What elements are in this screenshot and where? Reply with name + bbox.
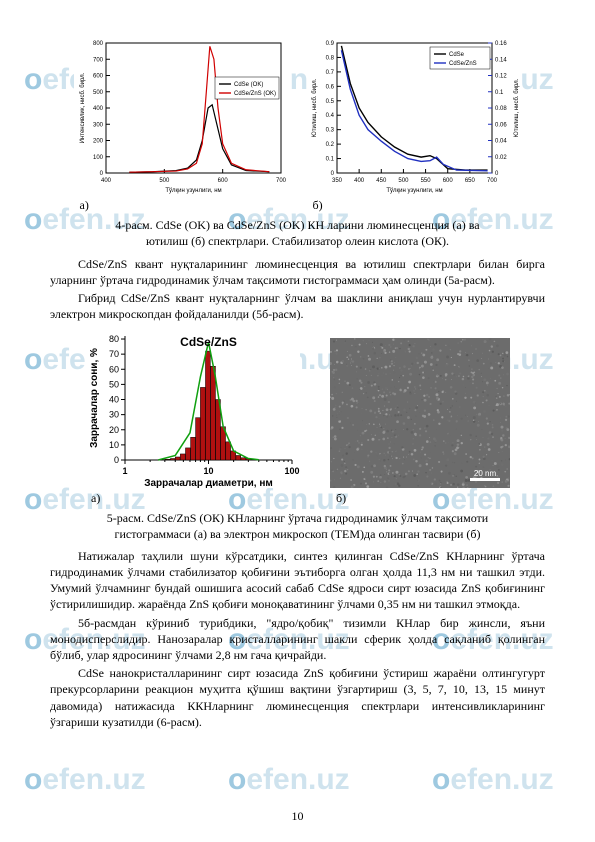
svg-text:700: 700 — [92, 57, 103, 63]
figure-5a: 0 10 20 30 40 50 60 70 80 1 10 100 Заррачалар диамет… — [85, 328, 300, 506]
figure-5-caption: 5-расм. CdSe/ZnS (ОК) КНларнинг ўртача г… — [50, 510, 545, 542]
chart-5a-histogram: 0 10 20 30 40 50 60 70 80 1 10 100 Заррачалар диамет… — [85, 328, 300, 488]
svg-text:400: 400 — [100, 178, 111, 184]
svg-text:0.04: 0.04 — [495, 139, 507, 145]
svg-text:CdSe/ZnS (OK): CdSe/ZnS (OK) — [234, 91, 276, 97]
svg-text:Тўлқин узунлиги, нм: Тўлқин узунлиги, нм — [165, 187, 221, 194]
svg-text:0.12: 0.12 — [495, 74, 507, 80]
page-number: 10 — [0, 808, 595, 824]
svg-text:0.9: 0.9 — [325, 41, 334, 47]
svg-text:0: 0 — [99, 171, 103, 177]
svg-text:500: 500 — [159, 178, 170, 184]
svg-text:Ютилиш, нисб. бирл.: Ютилиш, нисб. бирл. — [514, 78, 520, 137]
svg-text:0: 0 — [330, 171, 334, 177]
svg-text:0.7: 0.7 — [325, 70, 334, 76]
svg-text:0.02: 0.02 — [495, 155, 507, 161]
svg-text:300: 300 — [92, 122, 103, 128]
svg-text:10: 10 — [203, 466, 213, 476]
svg-text:0.4: 0.4 — [325, 113, 334, 119]
paragraph-2: Гибрид CdSe/ZnS квант нуқталарнинг ўлчам… — [50, 290, 545, 322]
svg-text:Заррачалар сони, %: Заррачалар сони, % — [89, 348, 100, 448]
svg-text:0.3: 0.3 — [325, 128, 334, 134]
svg-text:CdSe (OK): CdSe (OK) — [234, 82, 263, 88]
svg-text:700: 700 — [275, 178, 286, 184]
svg-text:20: 20 — [109, 425, 119, 435]
svg-text:200: 200 — [92, 139, 103, 145]
paragraph-3: Натижалар таҳлили шуни кўрсатдики, синте… — [50, 548, 545, 613]
svg-text:20 nm: 20 nm — [474, 469, 497, 478]
figure-4a: 400 500 600 700 0 100 200 300 400 500 600 700 800 Тўл… — [74, 35, 289, 213]
svg-text:0: 0 — [114, 455, 119, 465]
svg-text:800: 800 — [92, 41, 103, 47]
svg-text:10: 10 — [109, 440, 119, 450]
svg-text:0.5: 0.5 — [325, 99, 334, 105]
svg-text:100: 100 — [284, 466, 299, 476]
svg-text:0.8: 0.8 — [325, 55, 334, 61]
svg-text:0.1: 0.1 — [495, 90, 504, 96]
svg-text:30: 30 — [109, 410, 119, 420]
figure-4a-label: а) — [74, 197, 89, 213]
svg-text:Заррачалар диаметри, нм: Заррачалар диаметри, нм — [144, 478, 273, 488]
svg-text:0.6: 0.6 — [325, 84, 334, 90]
svg-text:CdSe/ZnS: CdSe/ZnS — [449, 61, 477, 67]
figure-4b-label: б) — [307, 197, 323, 213]
figure-5b: 20 nm б) — [330, 338, 510, 506]
svg-text:Ютилиш, нисб. бирл.: Ютилиш, нисб. бирл. — [312, 78, 318, 137]
svg-text:600: 600 — [442, 178, 453, 184]
svg-text:500: 500 — [92, 90, 103, 96]
figure-5-row: 0 10 20 30 40 50 60 70 80 1 10 100 Заррачалар диамет… — [50, 328, 545, 506]
svg-text:500: 500 — [398, 178, 409, 184]
svg-text:60: 60 — [109, 365, 119, 375]
paragraph-4: 5б-расмдан кўриниб турибдики, "ядро/қоби… — [50, 615, 545, 664]
figure-4-caption: 4-расм. CdSe (OK) ва CdSe/ZnS (OK) КН ла… — [50, 217, 545, 249]
svg-text:0.14: 0.14 — [495, 57, 507, 63]
svg-text:700: 700 — [486, 178, 497, 184]
watermark: oefen.uz — [24, 760, 146, 801]
svg-text:600: 600 — [92, 74, 103, 80]
figure-4-row: 4005006007000100200300400500600700800Тўл… — [50, 35, 545, 213]
figure-4-caption-line1: 4-расм. CdSe (OK) ва CdSe/ZnS (OK) КН ла… — [115, 218, 479, 232]
svg-text:450: 450 — [376, 178, 387, 184]
svg-text:0.2: 0.2 — [325, 142, 334, 148]
figure-4b: 35040045050055060065070000.10.20.30.40.5… — [307, 35, 522, 213]
svg-text:1: 1 — [122, 466, 127, 476]
svg-text:Интенсивлик, нисб. бирл.: Интенсивлик, нисб. бирл. — [80, 72, 86, 143]
svg-text:0.06: 0.06 — [495, 122, 507, 128]
figure-5-caption-line2: гистограммаси (а) ва электрон микроскоп … — [115, 527, 481, 541]
paragraph-5: CdSe нанокристалларининг сирт юзасида Zn… — [50, 665, 545, 730]
svg-text:40: 40 — [109, 395, 119, 405]
figure-5a-label: а) — [85, 490, 100, 506]
svg-text:50: 50 — [109, 380, 119, 390]
svg-text:0.16: 0.16 — [495, 41, 507, 47]
svg-text:650: 650 — [464, 178, 475, 184]
chart-4b-absorption: 35040045050055060065070000.10.20.30.40.5… — [307, 35, 522, 195]
svg-text:Тўлқин узунлиги, нм: Тўлқин узунлиги, нм — [386, 187, 442, 194]
tem-image-5b: 20 nm — [330, 338, 510, 488]
svg-text:70: 70 — [109, 349, 119, 359]
svg-text:350: 350 — [331, 178, 342, 184]
svg-text:100: 100 — [92, 155, 103, 161]
svg-text:550: 550 — [420, 178, 431, 184]
svg-text:600: 600 — [217, 178, 228, 184]
watermark: oefen.uz — [228, 760, 350, 801]
svg-text:80: 80 — [109, 334, 119, 344]
watermark: oefen.uz — [432, 760, 554, 801]
svg-text:0.1: 0.1 — [325, 157, 334, 163]
svg-text:400: 400 — [92, 106, 103, 112]
paragraph-1: CdSe/ZnS квант нуқталарининг люминесценц… — [50, 256, 545, 288]
svg-text:400: 400 — [354, 178, 365, 184]
chart-4a-luminescence: 400 500 600 700 0 100 200 300 400 500 600 700 800 Тўл… — [74, 35, 289, 195]
svg-text:0.08: 0.08 — [495, 106, 507, 112]
svg-text:CdSe: CdSe — [449, 52, 465, 58]
svg-text:CdSe/ZnS: CdSe/ZnS — [180, 335, 237, 349]
figure-4-caption-line2: ютилиш (б) спектрлари. Стабилизатор олеи… — [146, 234, 449, 248]
figure-5-caption-line1: 5-расм. CdSe/ZnS (ОК) КНларнинг ўртача г… — [107, 511, 488, 525]
svg-text:0: 0 — [495, 171, 499, 177]
figure-5b-label: б) — [330, 490, 346, 506]
